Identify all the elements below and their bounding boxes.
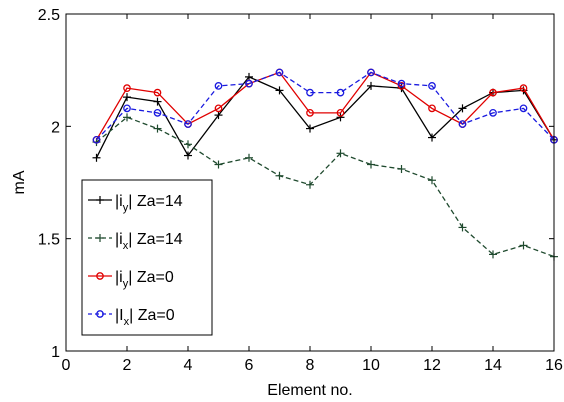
x-axis-label: Element no. <box>267 382 352 399</box>
data-point <box>214 160 223 169</box>
data-point <box>519 104 528 113</box>
data-point <box>306 88 314 97</box>
data-point <box>519 241 528 250</box>
data-point <box>458 120 467 128</box>
legend-entry-3: |iy| Za=0 <box>88 269 174 290</box>
data-point <box>275 86 284 95</box>
legend-marker <box>96 196 104 204</box>
x-tick-label: 0 <box>62 357 71 374</box>
legend-entry-4: |Ix| Za=0 <box>88 307 175 328</box>
series-1 <box>92 72 558 162</box>
data-point <box>489 109 497 117</box>
data-point <box>184 151 192 160</box>
plot-area <box>92 68 558 261</box>
legend-box <box>81 179 213 336</box>
data-point <box>397 79 406 88</box>
series-line-3 <box>95 71 555 141</box>
legend-marker <box>96 272 104 280</box>
data-point <box>275 68 284 77</box>
data-point <box>336 149 345 158</box>
data-point <box>214 104 223 113</box>
data-point <box>397 82 406 90</box>
legend-label: |iy| Za=0 <box>115 269 174 290</box>
data-point <box>306 124 314 133</box>
legend-label: |iy| Za=14 <box>115 193 183 214</box>
data-point <box>214 82 223 90</box>
series-2 <box>92 113 558 261</box>
data-point <box>458 104 467 113</box>
data-point <box>123 113 131 122</box>
data-point <box>92 153 101 162</box>
data-point <box>306 109 314 117</box>
x-tick-label: 14 <box>484 357 502 374</box>
data-point <box>519 84 528 92</box>
data-point <box>489 250 497 259</box>
y-tick-label: 1 <box>51 344 60 361</box>
data-point <box>428 176 436 185</box>
x-tick-label: 8 <box>306 357 315 374</box>
data-point <box>458 223 467 232</box>
y-tick-label: 2.5 <box>38 7 60 24</box>
legend-marker <box>96 234 104 242</box>
x-tick-label: 6 <box>245 357 254 374</box>
data-point <box>214 111 223 120</box>
data-point <box>245 72 253 81</box>
data-point <box>428 133 436 142</box>
data-point <box>153 109 162 117</box>
data-point <box>184 120 192 128</box>
data-point <box>336 88 345 97</box>
data-point <box>367 160 375 169</box>
data-point <box>245 79 253 88</box>
data-point <box>153 97 162 106</box>
data-point <box>428 104 436 113</box>
y-tick-label: 1.5 <box>38 232 60 249</box>
series-3 <box>92 68 558 144</box>
data-point <box>123 84 131 92</box>
data-point <box>489 88 497 97</box>
data-point <box>428 82 436 90</box>
x-tick-label: 16 <box>545 357 563 374</box>
legend: |iy| Za=14 |ix| Za=14 |iy| Za=0 |Ix| Za=0 <box>81 179 213 336</box>
series-line-1 <box>95 76 555 159</box>
data-point <box>245 153 253 162</box>
data-point <box>123 104 131 113</box>
data-point <box>336 109 345 117</box>
data-point <box>92 135 101 144</box>
x-tick-label: 12 <box>423 357 441 374</box>
data-point <box>275 171 284 180</box>
y-tick-label: 2 <box>51 119 60 136</box>
legend-entry-2: |ix| Za=14 <box>88 231 183 252</box>
legend-entry-1: |iy| Za=14 <box>88 193 183 214</box>
y-axis-label: mA <box>11 170 28 194</box>
data-point <box>153 88 162 97</box>
data-point <box>184 140 192 149</box>
legend-label: |Ix| Za=0 <box>115 307 175 328</box>
legend-label: |ix| Za=14 <box>115 231 183 252</box>
data-point <box>336 113 345 122</box>
data-point <box>367 68 375 77</box>
series-line-2 <box>96 116 555 258</box>
data-point <box>306 180 314 189</box>
legend-marker <box>96 310 104 318</box>
data-point <box>153 124 162 133</box>
data-point <box>123 93 131 102</box>
data-point <box>367 81 375 90</box>
axes: 0 2 4 6 8 10 12 14 16 1 1.5 2 2.5 <box>38 7 563 374</box>
data-point <box>397 165 406 174</box>
series-4 <box>92 68 558 144</box>
x-tick-label: 10 <box>362 357 380 374</box>
x-tick-label: 4 <box>184 357 193 374</box>
series-line-4 <box>96 71 555 141</box>
x-tick-label: 2 <box>123 357 132 374</box>
